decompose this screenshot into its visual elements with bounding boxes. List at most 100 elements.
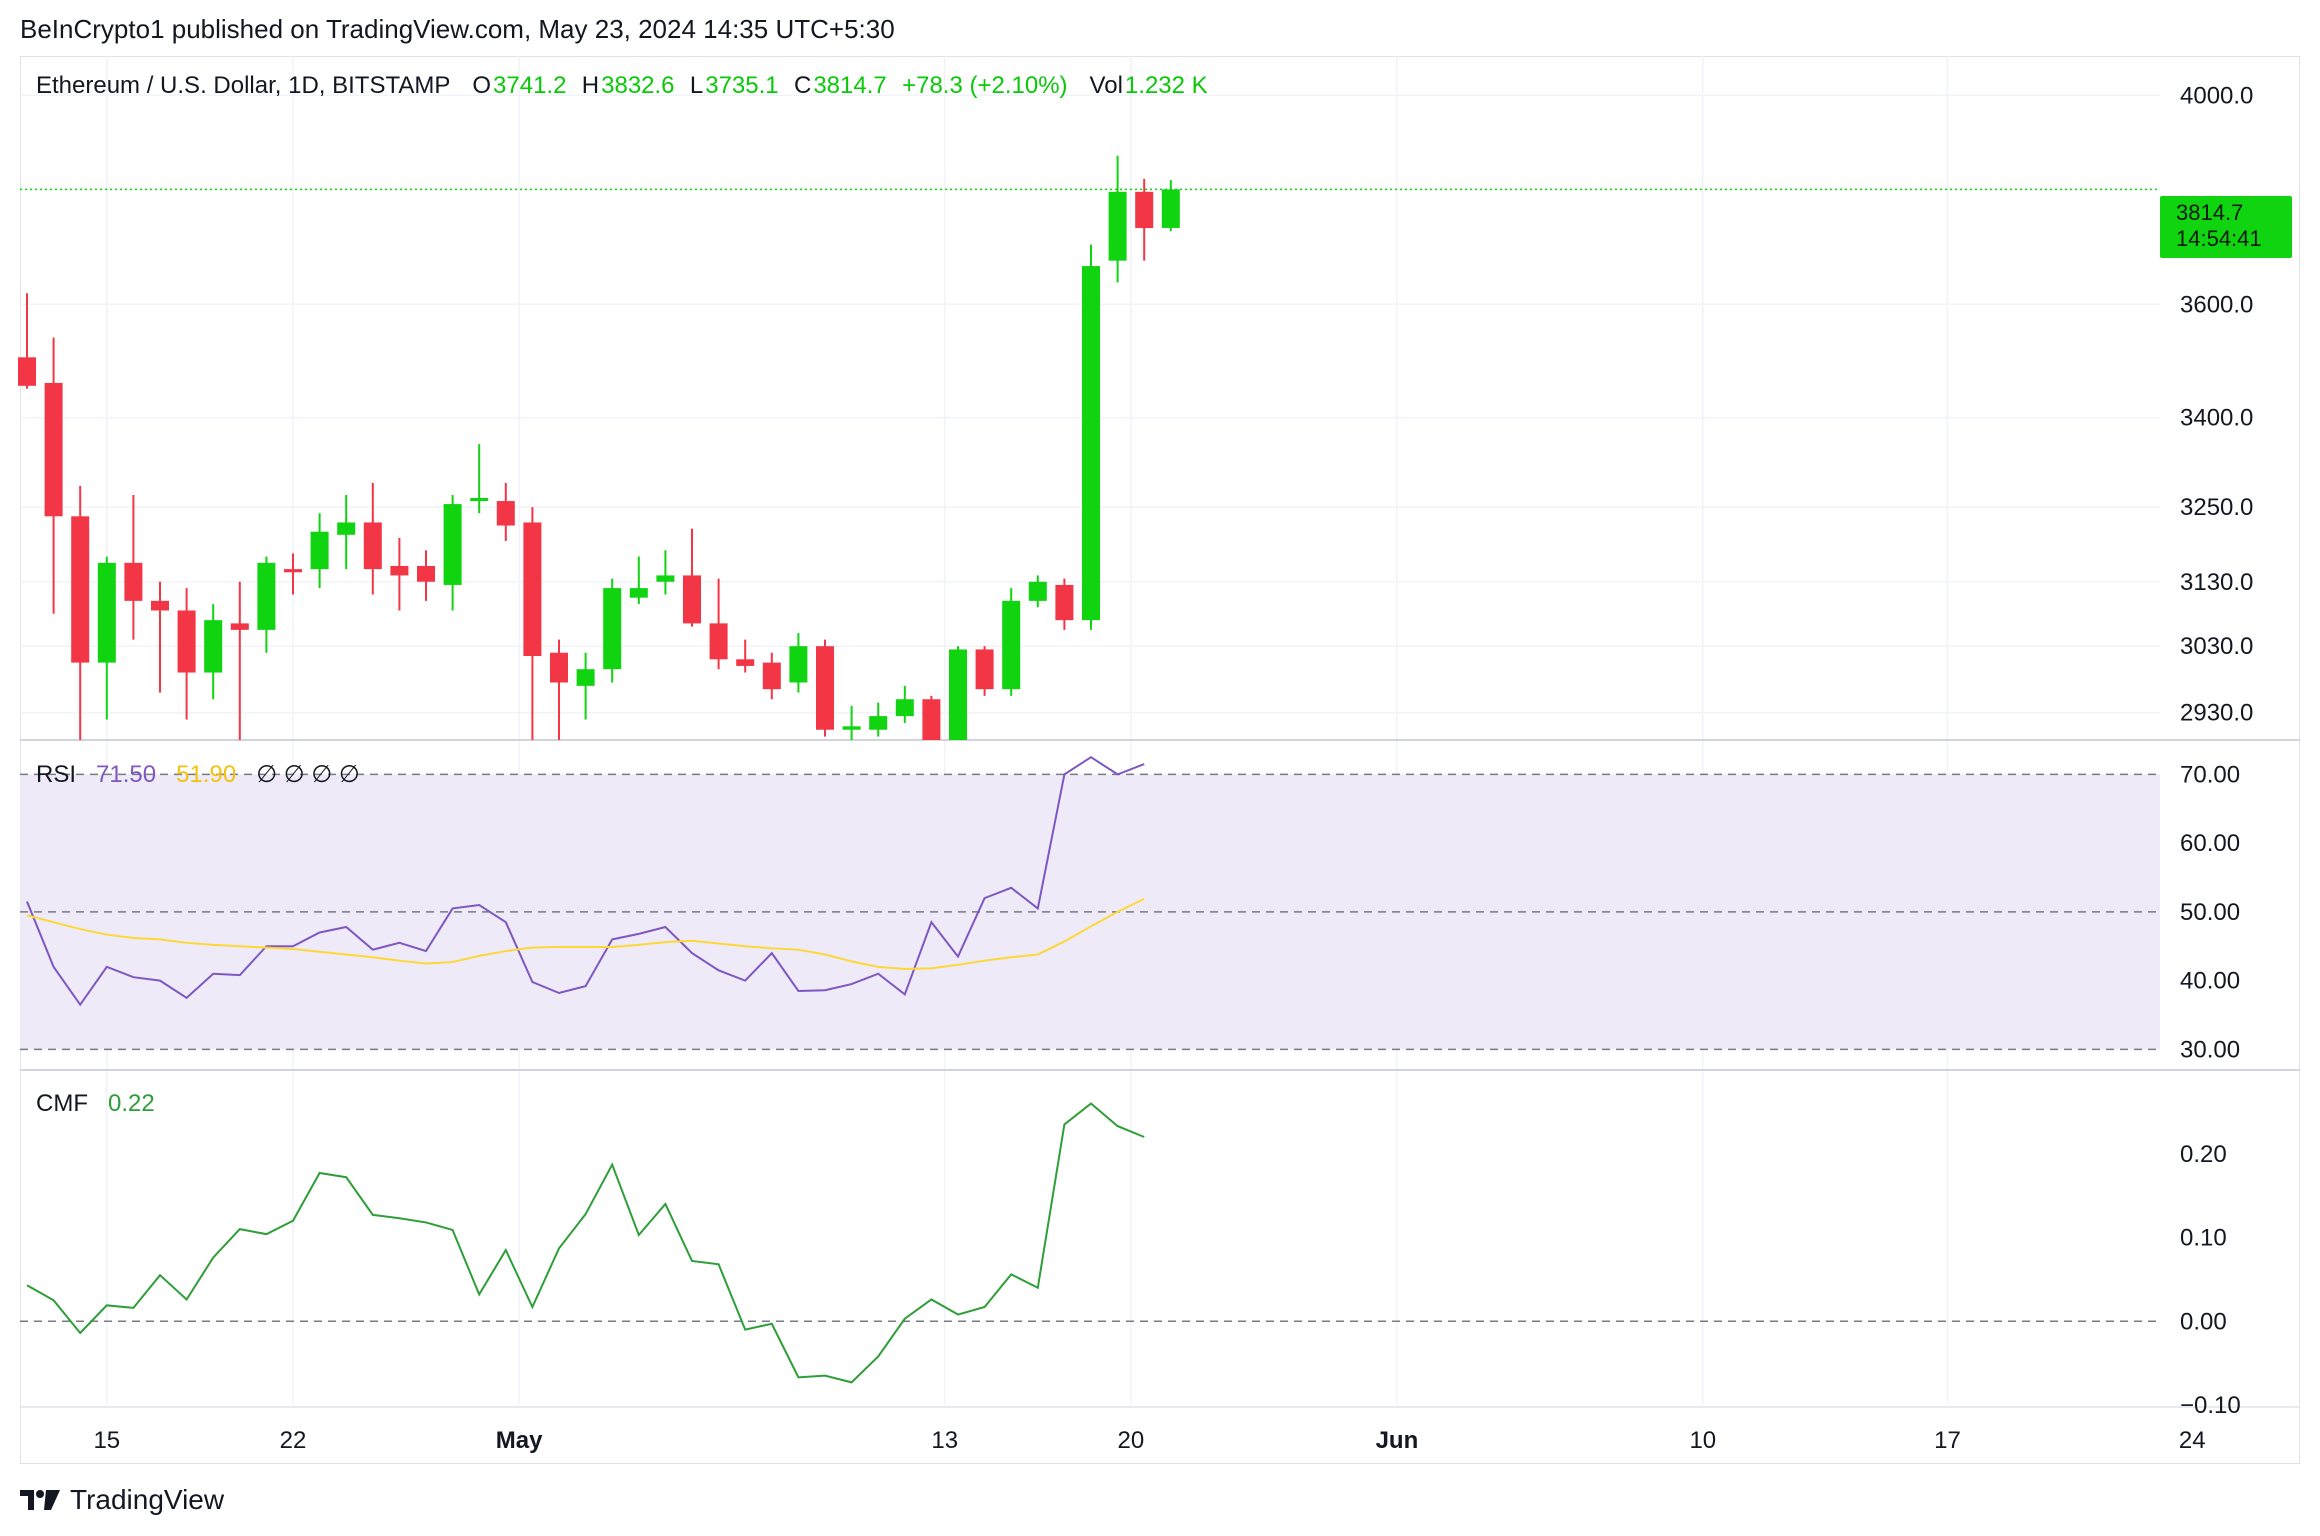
candle-body (683, 575, 701, 624)
candle-body (816, 646, 834, 730)
volume-value: 1.232 K (1124, 72, 1208, 99)
candle-body (523, 522, 542, 657)
x-tick-label: 13 (931, 1427, 958, 1454)
candle-body (97, 562, 116, 663)
rsi-line (26, 755, 1145, 1007)
candle (1028, 575, 1047, 608)
candle (470, 444, 489, 514)
candle-body (443, 504, 462, 585)
candle-body (44, 382, 63, 517)
cmf-tick-label: 0.10 (2180, 1225, 2227, 1252)
candle (337, 494, 356, 570)
rsi-tick-label: 70.00 (2180, 761, 2240, 788)
candle (895, 685, 914, 723)
x-tick-label: May (496, 1427, 543, 1454)
candle (949, 646, 967, 740)
candle (1002, 588, 1021, 696)
candle (922, 695, 941, 740)
candle-body (576, 669, 595, 686)
candle-body (1161, 189, 1180, 228)
candle (603, 578, 622, 683)
cmf-tick-label: 0.20 (2180, 1141, 2227, 1168)
rsi-pane (26, 755, 1145, 1007)
candle-body (1055, 584, 1074, 621)
cmf-value: 0.22 (108, 1090, 155, 1117)
grid-lines (20, 56, 2300, 1408)
price-tick-label: 3130.0 (2180, 569, 2253, 596)
candle (789, 633, 808, 693)
candle (71, 485, 90, 740)
price-tick-label: 3600.0 (2180, 291, 2253, 318)
rsi-tick-label: 50.00 (2180, 899, 2240, 926)
last-price: 3814.7 (2176, 200, 2244, 225)
low-label: L (689, 72, 704, 99)
candle (869, 702, 888, 737)
candle (124, 494, 143, 640)
candle (257, 556, 276, 653)
chart-frame (20, 56, 2300, 1464)
candle-body (709, 623, 728, 660)
candle-body (1108, 191, 1127, 261)
candle-body (975, 649, 994, 690)
candle-body (496, 501, 515, 526)
price-tick-label: 3400.0 (2180, 405, 2253, 432)
candle-body (124, 562, 143, 601)
candle-body (869, 716, 888, 730)
candle-body (629, 588, 648, 598)
bar-countdown: 14:54:41 (2176, 226, 2262, 251)
x-tick-label: 22 (280, 1427, 307, 1454)
volume-label: Vol (1089, 72, 1123, 99)
candle-body (1082, 266, 1100, 621)
axes: 1522May1320Jun101724Ju4000.03600.03400.0… (93, 82, 2253, 1454)
candle (709, 578, 728, 670)
candle (629, 556, 648, 605)
candle (683, 528, 701, 627)
tradingview-brand[interactable]: TradingView (20, 1484, 224, 1516)
candle-body (390, 565, 409, 576)
candle-body (949, 649, 967, 740)
candle-body (1028, 581, 1047, 601)
candle (310, 513, 329, 589)
candle (363, 482, 382, 595)
candle (177, 588, 196, 720)
rsi-ma-value: 51.90 (176, 761, 237, 788)
cmf-name[interactable]: CMF (36, 1090, 88, 1117)
candle (1135, 178, 1154, 261)
candle (443, 494, 462, 611)
candle (523, 507, 542, 740)
candle (816, 639, 834, 737)
candle-body (762, 662, 781, 690)
candle (151, 581, 169, 693)
x-tick-label: 10 (1689, 1427, 1716, 1454)
cmf-line (26, 1102, 1145, 1384)
candle-body (257, 562, 276, 630)
candle-body (204, 620, 223, 673)
candle-body (363, 522, 382, 570)
candle (284, 553, 302, 595)
candle (18, 293, 36, 389)
candles (18, 155, 1180, 740)
candle-body (656, 575, 675, 582)
candle-body (71, 516, 90, 663)
high-label: H (581, 72, 600, 99)
candle (550, 639, 568, 740)
candle (44, 337, 63, 614)
candle (736, 639, 755, 673)
candle (842, 705, 861, 740)
candle-body (550, 652, 568, 683)
candle (1055, 578, 1074, 630)
change-value: +78.3 (+2.10%) (902, 72, 1068, 99)
price-tick-label: 2930.0 (2180, 700, 2253, 727)
price-tick-label: 3030.0 (2180, 633, 2253, 660)
symbol-name[interactable]: Ethereum / U.S. Dollar, 1D, BITSTAMP (36, 72, 451, 99)
rsi-extra-values: ∅ ∅ ∅ ∅ (256, 761, 360, 788)
cmf-legend: CMF 0.22 (36, 1090, 155, 1118)
cmf-pane (20, 1102, 2160, 1384)
cmf-tick-label: −0.10 (2180, 1392, 2241, 1419)
rsi-name[interactable]: RSI (36, 761, 77, 788)
candle-body (603, 588, 622, 670)
candle (1161, 180, 1180, 232)
candle-body (736, 659, 755, 666)
candle (975, 646, 994, 696)
